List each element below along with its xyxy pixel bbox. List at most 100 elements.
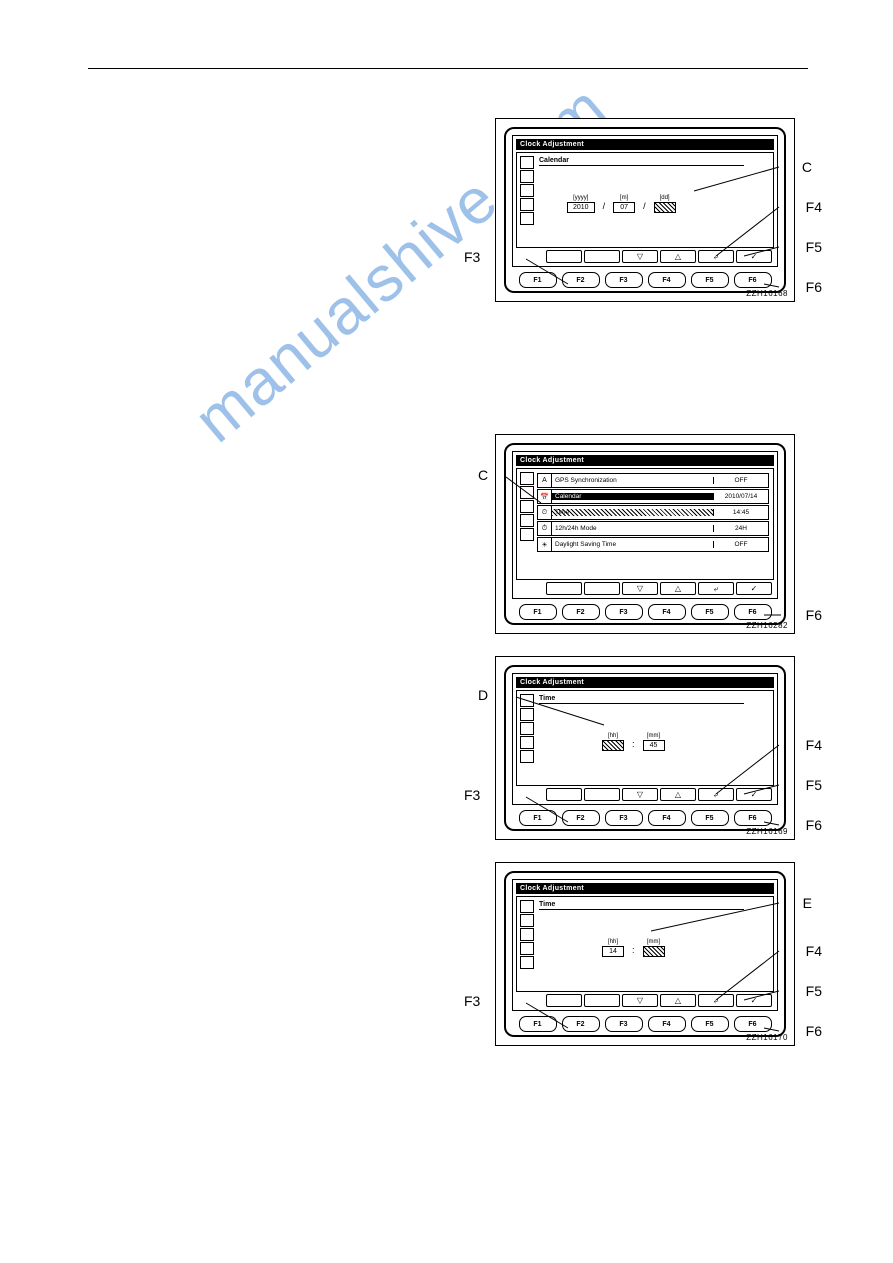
monitor-frame: Clock Adjustment Time [hh]14 : [mm]45 ▽ …	[504, 871, 786, 1037]
screen-body: Time [hh]14 : [mm]45	[516, 896, 774, 992]
f6-button[interactable]: F6	[734, 1016, 772, 1032]
monitor-frame: Clock Adjustment Time [hh]14 : [mm]45 ▽ …	[504, 665, 786, 831]
hh-value-selected[interactable]: 14	[602, 740, 624, 751]
f3-button[interactable]: F3	[605, 1016, 643, 1032]
lcd-screen: Clock Adjustment Calendar [yyyy]2010 / […	[512, 135, 778, 267]
softkey-down[interactable]: ▽	[622, 788, 658, 801]
dd-value-selected[interactable]: 14	[654, 202, 676, 213]
row-calendar[interactable]: 📅Calendar2010/07/14	[537, 489, 769, 504]
hh-value[interactable]: 14	[602, 946, 624, 957]
mm-value-selected[interactable]: 45	[643, 946, 665, 957]
calendar-editor: [yyyy]2010 / [m]07 / [dd]14	[567, 195, 676, 213]
figure-4: Clock Adjustment Time [hh]14 : [mm]45 ▽ …	[495, 862, 795, 1046]
softkey-up[interactable]: △	[660, 788, 696, 801]
time-editor: [hh]14 : [mm]45	[602, 939, 665, 957]
screen-body: AGPS SynchronizationOFF 📅Calendar2010/07…	[516, 468, 774, 580]
f4-button[interactable]: F4	[648, 272, 686, 288]
softkey-back[interactable]: ⤶	[698, 994, 734, 1007]
row-dst[interactable]: ☀Daylight Saving TimeOFF	[537, 537, 769, 552]
softkey-row: ▽ △ ⤶ ✓	[516, 582, 774, 595]
callout-f5: F5	[806, 239, 822, 255]
callout-c: C	[802, 159, 812, 175]
softkey-ok[interactable]: ✓	[736, 250, 772, 263]
softkey-back[interactable]: ⤶	[698, 250, 734, 263]
softkey-back[interactable]: ⤶	[698, 582, 734, 595]
figure-2: Clock Adjustment AGPS SynchronizationOFF…	[495, 434, 795, 634]
softkey-down[interactable]: ▽	[622, 582, 658, 595]
callout-f6: F6	[806, 607, 822, 623]
monitor-frame: Clock Adjustment AGPS SynchronizationOFF…	[504, 443, 786, 625]
row-1224[interactable]: ⏱12h/24h Mode24H	[537, 521, 769, 536]
f5-button[interactable]: F5	[691, 604, 729, 620]
mm-value[interactable]: 07	[613, 202, 635, 213]
mm-label: [m]	[613, 195, 635, 201]
monitor-frame: Clock Adjustment Calendar [yyyy]2010 / […	[504, 127, 786, 293]
softkey-ok[interactable]: ✓	[736, 582, 772, 595]
f4-button[interactable]: F4	[648, 604, 686, 620]
softkey-ok[interactable]: ✓	[736, 788, 772, 801]
softkey-blank	[584, 250, 620, 263]
lcd-screen: Clock Adjustment Time [hh]14 : [mm]45 ▽ …	[512, 673, 778, 805]
softkey-back[interactable]: ⤶	[698, 788, 734, 801]
function-buttons: F1 F2 F3 F4 F5 F6	[512, 272, 778, 288]
f5-button[interactable]: F5	[691, 272, 729, 288]
softkey-up[interactable]: △	[660, 994, 696, 1007]
f1-button[interactable]: F1	[519, 1016, 557, 1032]
softkey-blank	[546, 250, 582, 263]
f5-button[interactable]: F5	[691, 810, 729, 826]
dd-label: [dd]	[654, 195, 676, 201]
f2-button[interactable]: F2	[562, 604, 600, 620]
f2-button[interactable]: F2	[562, 810, 600, 826]
softkey-down[interactable]: ▽	[622, 250, 658, 263]
f2-button[interactable]: F2	[562, 1016, 600, 1032]
callout-f4: F4	[806, 199, 822, 215]
screen-title: Clock Adjustment	[516, 139, 774, 150]
lcd-screen: Clock Adjustment Time [hh]14 : [mm]45 ▽ …	[512, 879, 778, 1011]
callout-f6: F6	[806, 279, 822, 295]
row-time[interactable]: ⏲Time14:45	[537, 505, 769, 520]
callout-f6: F6	[806, 817, 822, 833]
header-rule	[88, 68, 808, 69]
f4-button[interactable]: F4	[648, 1016, 686, 1032]
side-icons	[520, 472, 534, 541]
screen-title: Clock Adjustment	[516, 455, 774, 466]
f1-button[interactable]: F1	[519, 604, 557, 620]
callout-e: E	[803, 895, 812, 911]
yyyy-value[interactable]: 2010	[567, 202, 595, 213]
panel-subtitle: Time	[539, 901, 744, 910]
mm-value[interactable]: 45	[643, 740, 665, 751]
screen-title: Clock Adjustment	[516, 677, 774, 688]
yyyy-label: [yyyy]	[567, 195, 595, 201]
callout-f5: F5	[806, 983, 822, 999]
figure-1: Clock Adjustment Calendar [yyyy]2010 / […	[495, 118, 795, 302]
f3-button[interactable]: F3	[605, 604, 643, 620]
f6-button[interactable]: F6	[734, 272, 772, 288]
row-gps[interactable]: AGPS SynchronizationOFF	[537, 473, 769, 488]
screen-title: Clock Adjustment	[516, 883, 774, 894]
figures-column: Clock Adjustment Calendar [yyyy]2010 / […	[495, 118, 805, 1068]
figure-id: ZZH16282	[746, 621, 788, 630]
softkey-row: ▽ △ ⤶ ✓	[516, 250, 774, 263]
f3-button[interactable]: F3	[605, 272, 643, 288]
f1-button[interactable]: F1	[519, 272, 557, 288]
callout-f3: F3	[464, 993, 480, 1009]
panel-subtitle: Calendar	[539, 157, 744, 166]
callout-f5: F5	[806, 777, 822, 793]
callout-c: C	[478, 467, 488, 483]
figure-id: ZZH16168	[746, 289, 788, 298]
f1-button[interactable]: F1	[519, 810, 557, 826]
callout-f4: F4	[806, 943, 822, 959]
softkey-up[interactable]: △	[660, 250, 696, 263]
figure-id: ZZH16169	[746, 827, 788, 836]
clock-menu: AGPS SynchronizationOFF 📅Calendar2010/07…	[537, 473, 769, 552]
f6-button[interactable]: F6	[734, 810, 772, 826]
screen-body: Time [hh]14 : [mm]45	[516, 690, 774, 786]
softkey-ok[interactable]: ✓	[736, 994, 772, 1007]
f6-button[interactable]: F6	[734, 604, 772, 620]
f3-button[interactable]: F3	[605, 810, 643, 826]
softkey-up[interactable]: △	[660, 582, 696, 595]
f2-button[interactable]: F2	[562, 272, 600, 288]
softkey-down[interactable]: ▽	[622, 994, 658, 1007]
f4-button[interactable]: F4	[648, 810, 686, 826]
f5-button[interactable]: F5	[691, 1016, 729, 1032]
